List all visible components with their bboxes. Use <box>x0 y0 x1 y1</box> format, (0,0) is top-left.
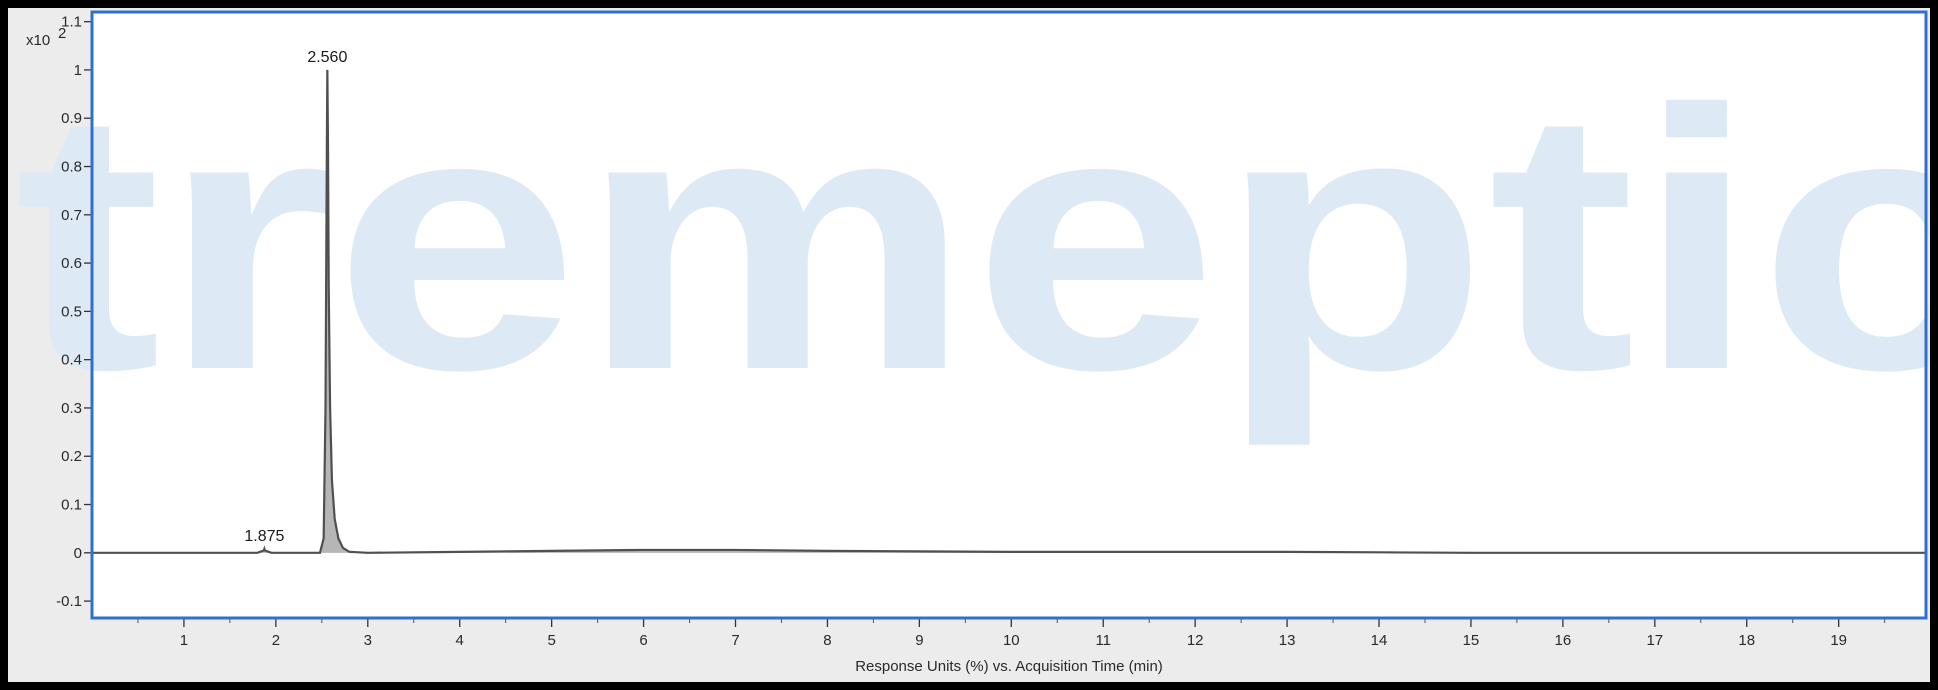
y-tick-label: 0 <box>74 545 82 562</box>
x-tick-label: 17 <box>1646 632 1663 649</box>
y-axis: -0.1 0 0.1 0.2 0.3 0.4 0.5 0.6 0.7 0.8 0.9 1 1.1 <box>56 14 92 610</box>
x-tick-label: 7 <box>731 632 739 649</box>
x-tick-label: 16 <box>1555 632 1572 649</box>
y-tick-label: 0.4 <box>61 352 82 369</box>
plot-background <box>92 12 1926 618</box>
x-tick-label: 9 <box>915 632 923 649</box>
y-tick-label: -0.1 <box>56 593 82 610</box>
peak-label: 2.560 <box>307 49 347 66</box>
y-multiplier-exponent: 2 <box>58 25 66 42</box>
x-tick-label: 19 <box>1830 632 1847 649</box>
watermark: tremeptic <box>14 34 1930 449</box>
x-tick-label: 14 <box>1371 632 1388 649</box>
y-tick-label: 1.1 <box>61 14 82 31</box>
y-tick-label: 0.3 <box>61 400 82 417</box>
x-tick-label: 12 <box>1187 632 1204 649</box>
annotation-layer: 2.560 1.875 <box>244 49 347 545</box>
y-multiplier-label: x10 <box>26 32 50 49</box>
x-tick-label: 10 <box>1003 632 1020 649</box>
x-tick-label: 5 <box>547 632 555 649</box>
series-layer <box>92 69 1926 554</box>
y-tick-label: 0.6 <box>61 255 82 272</box>
x-tick-label: 1 <box>180 632 188 649</box>
y-tick-label: 0.8 <box>61 159 82 176</box>
series-line <box>92 69 1926 554</box>
y-tick-label: 0.7 <box>61 207 82 224</box>
x-tick-label: 6 <box>639 632 647 649</box>
x-tick-label: 3 <box>364 632 372 649</box>
y-tick-label: 0.2 <box>61 448 82 465</box>
x-tick-label: 2 <box>272 632 280 649</box>
y-tick-label: 0.5 <box>61 303 82 320</box>
y-tick-label: 0.1 <box>61 497 82 514</box>
x-tick-label: 18 <box>1738 632 1755 649</box>
x-tick-label: 13 <box>1279 632 1296 649</box>
y-tick-label: 1 <box>74 62 82 79</box>
x-axis: 1 2 3 4 5 6 7 8 9 10 11 12 13 14 15 16 17 18 19 <box>137 618 1886 649</box>
x-tick-label: 15 <box>1463 632 1480 649</box>
x-tick-label: 4 <box>456 632 464 649</box>
x-tick-label: 8 <box>823 632 831 649</box>
plot-area-border <box>90 10 1928 620</box>
x-tick-label: 11 <box>1095 632 1111 649</box>
chromatogram-chart: tremeptic -0.1 0 0.1 0.2 0.3 0.4 0.5 0.6 0.7 0.8 0… <box>14 10 1930 675</box>
y-tick-label: 0.9 <box>61 110 82 127</box>
chart-frame: tremeptic -0.1 0 0.1 0.2 0.3 0.4 0.5 0.6 0.7 0.8 0… <box>8 8 1930 682</box>
peak-label: 1.875 <box>244 528 284 545</box>
x-axis-title: Response Units (%) vs. Acquisition Time … <box>855 658 1163 675</box>
